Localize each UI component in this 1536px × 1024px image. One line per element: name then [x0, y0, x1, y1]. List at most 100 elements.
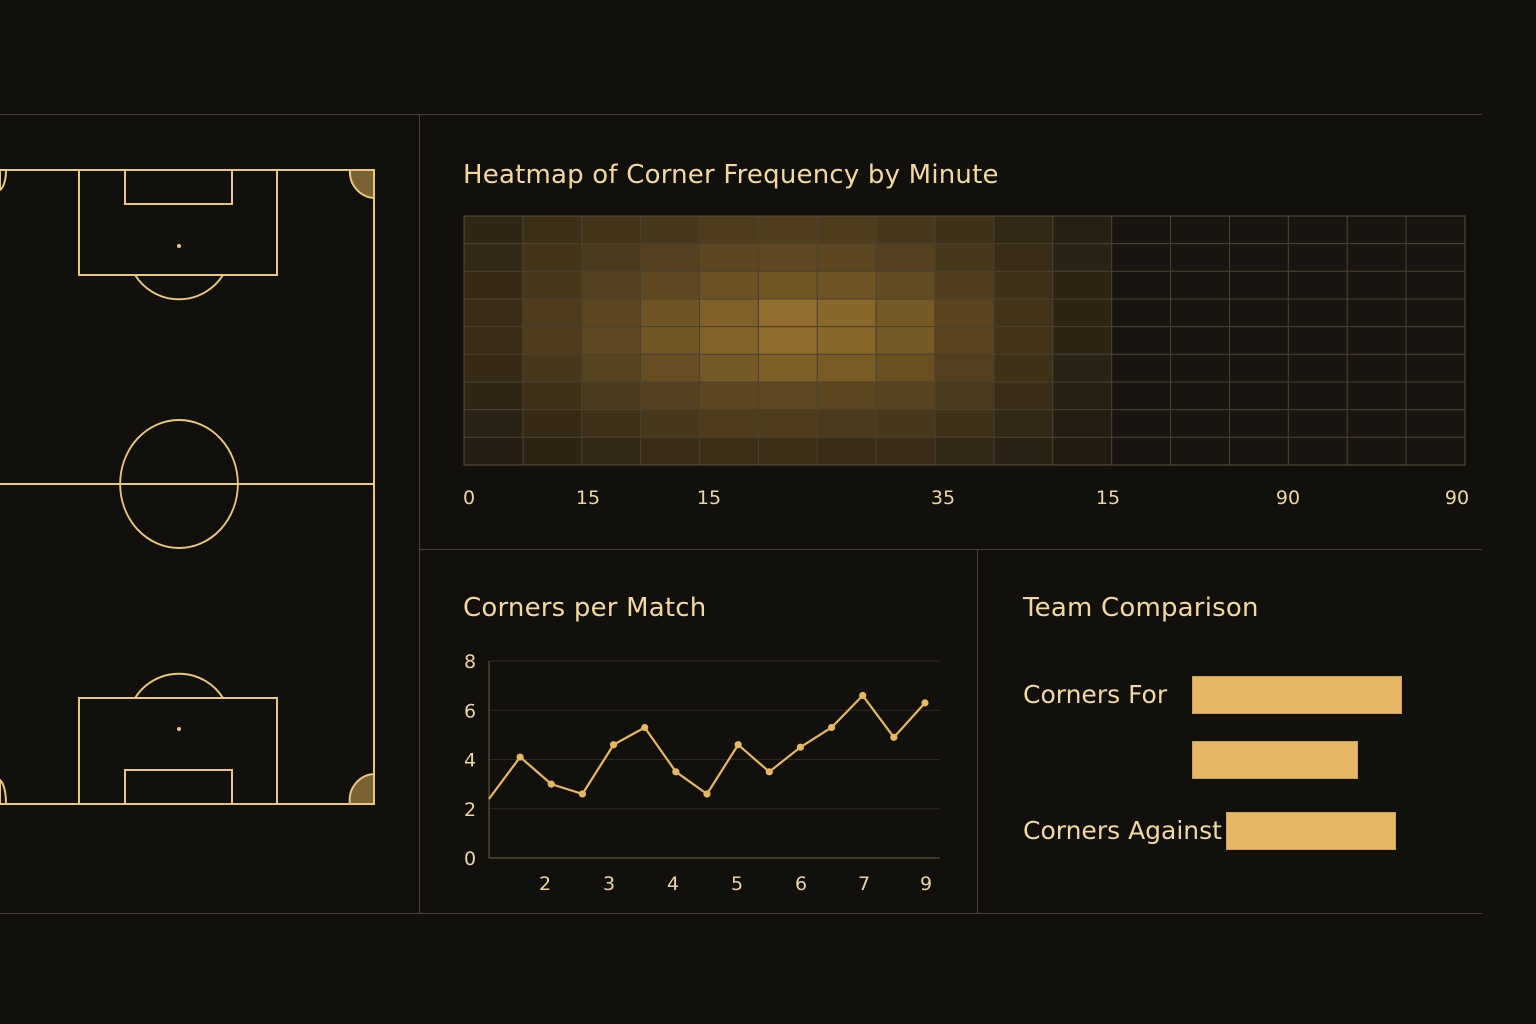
heatmap-cell — [463, 326, 524, 355]
heatmap-cell — [581, 326, 642, 355]
heatmap-cell — [581, 298, 642, 328]
bar-corners-against — [1226, 812, 1396, 850]
heatmap-cell — [1170, 326, 1230, 355]
heatmap-cell — [1111, 381, 1172, 411]
heatmap-cell — [1052, 298, 1113, 328]
heatmap-cell — [1405, 270, 1466, 300]
bottom-goal-box — [124, 769, 233, 805]
corner-arc-bottom-right — [348, 772, 375, 805]
frame-bottom-divider — [977, 549, 978, 914]
bar-label-corners-for: Corners For — [1023, 680, 1168, 709]
heatmap-cell — [993, 243, 1054, 272]
heatmap-cell — [934, 353, 995, 383]
heatmap-cell — [522, 436, 583, 466]
bottom-penalty-arc — [134, 672, 224, 699]
heatmap-cell — [1228, 353, 1289, 383]
team-comparison-title: Team Comparison — [1023, 593, 1259, 623]
heatmap-cell — [1346, 270, 1407, 300]
heatmap-cell — [1228, 381, 1289, 411]
heatmap-cell — [522, 326, 583, 355]
heatmap-cell — [1052, 353, 1113, 383]
heatmap-cell — [1111, 215, 1172, 245]
heatmap-cell — [757, 326, 818, 355]
heatmap-cell — [1346, 215, 1407, 245]
heatmap-cell — [934, 436, 995, 466]
heatmap-cell — [757, 436, 818, 466]
heatmap-cell — [581, 215, 642, 245]
line-chart-y-tick: 4 — [464, 750, 476, 772]
heatmap-cell — [816, 326, 877, 355]
line-chart-y-tick: 6 — [464, 700, 476, 722]
heatmap-x-tick: 15 — [1096, 487, 1120, 509]
line-chart-x-tick: 7 — [858, 873, 870, 895]
heatmap-cell — [1111, 243, 1172, 272]
line-chart-x-tick: 5 — [731, 873, 743, 895]
heatmap-cell — [875, 243, 936, 272]
heatmap-x-tick: 35 — [931, 487, 955, 509]
top-penalty-spot — [177, 244, 181, 248]
heatmap-cell — [522, 353, 583, 383]
heatmap-cell — [875, 215, 936, 245]
heatmap-cell — [934, 215, 995, 245]
heatmap-cell — [463, 353, 524, 383]
line-chart-y-tick: 0 — [464, 848, 476, 870]
heatmap-cell — [993, 353, 1054, 383]
heatmap-cell — [1346, 409, 1407, 438]
heatmap-cell — [934, 270, 995, 300]
bottom-penalty-box — [78, 697, 278, 805]
corner-arc-bottom-left — [0, 778, 8, 805]
heatmap-cell — [463, 215, 524, 245]
heatmap-cell — [1287, 270, 1348, 300]
heatmap-cell — [1287, 243, 1348, 272]
heatmap-cell — [993, 409, 1054, 438]
heatmap-cell — [1111, 353, 1172, 383]
heatmap-cell — [1228, 298, 1289, 328]
heatmap-cell — [1170, 215, 1230, 245]
heatmap-x-tick: 15 — [697, 487, 721, 509]
bar-corners-for — [1192, 676, 1402, 714]
heatmap-cell — [699, 243, 759, 272]
heatmap-cells — [463, 215, 1466, 466]
line-chart-point — [516, 753, 524, 761]
heatmap-cell — [993, 381, 1054, 411]
heatmap-cell — [581, 409, 642, 438]
line-chart-title: Corners per Match — [463, 593, 707, 623]
line-chart-x-tick: 6 — [795, 873, 807, 895]
heatmap-cell — [581, 353, 642, 383]
heatmap-cell — [522, 298, 583, 328]
heatmap-cell — [1346, 243, 1407, 272]
line-chart-point — [641, 723, 649, 732]
heatmap-cell — [522, 215, 583, 245]
heatmap-x-tick: 90 — [1445, 487, 1469, 509]
heatmap-cell — [699, 436, 759, 466]
heatmap-cell — [640, 409, 701, 438]
heatmap-cell — [1287, 215, 1348, 245]
heatmap-cell — [1287, 298, 1348, 328]
heatmap-cell — [1111, 270, 1172, 300]
line-chart-point — [578, 790, 587, 798]
bar-label-corners-against: Corners Against — [1023, 816, 1222, 845]
heatmap-cell — [1346, 298, 1407, 328]
heatmap-cell — [934, 409, 995, 438]
line-chart-point — [859, 691, 867, 700]
corner-arc-top-right — [348, 169, 375, 200]
heatmap-cell — [1111, 298, 1172, 328]
heatmap-cell — [1170, 353, 1230, 383]
heatmap-cell — [757, 353, 818, 383]
top-goal-box — [124, 169, 233, 205]
heatmap-cell — [1228, 243, 1289, 272]
football-pitch — [0, 169, 375, 805]
heatmap-cell — [581, 381, 642, 411]
heatmap-cell — [816, 381, 877, 411]
frame-top-rule — [0, 114, 1482, 115]
heatmap-cell — [1052, 436, 1113, 466]
heatmap-cell — [1228, 409, 1289, 438]
heatmap-cell — [640, 326, 701, 355]
heatmap-cell — [993, 298, 1054, 328]
heatmap-cell — [1052, 243, 1113, 272]
heatmap-cell — [640, 215, 701, 245]
line-chart-point — [703, 790, 711, 798]
heatmap-cell — [757, 243, 818, 272]
heatmap-cell — [581, 436, 642, 466]
heatmap-cell — [1405, 409, 1466, 438]
